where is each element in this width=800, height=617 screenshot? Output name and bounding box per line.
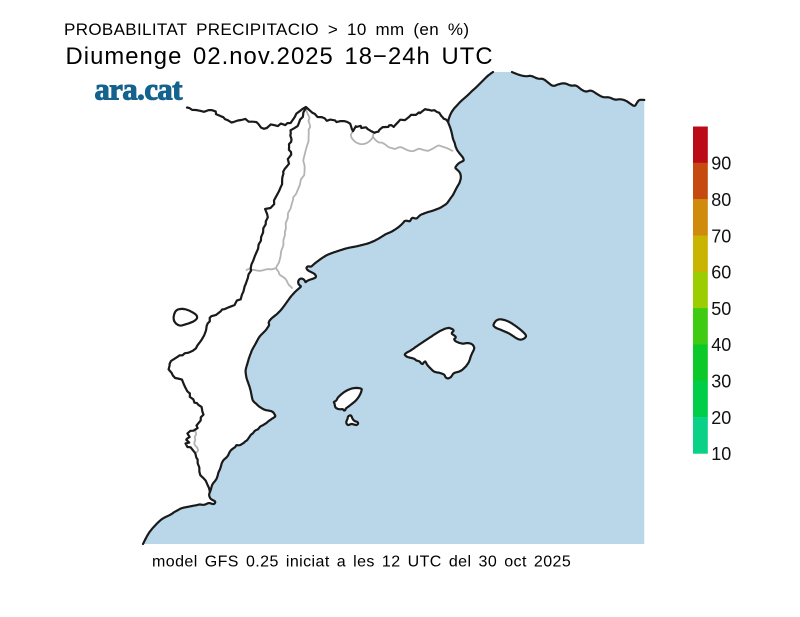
svg-text:10: 10: [711, 444, 731, 464]
svg-text:30: 30: [711, 372, 731, 392]
svg-text:50: 50: [711, 299, 731, 319]
svg-text:80: 80: [711, 190, 731, 210]
svg-text:70: 70: [711, 226, 731, 246]
svg-text:PROBABILITAT PRECIPITACIO > 10: PROBABILITAT PRECIPITACIO > 10 mm (en %): [64, 20, 469, 39]
svg-text:40: 40: [711, 335, 731, 355]
svg-text:20: 20: [711, 408, 731, 428]
svg-text:60: 60: [711, 263, 731, 283]
svg-text:model GFS 0.25 iniciat a les 1: model GFS 0.25 iniciat a les 12 UTC del …: [152, 554, 571, 571]
svg-text:ara.cat: ara.cat: [95, 73, 184, 107]
svg-text:Diumenge 02.nov.2025 18−24h: Diumenge 02.nov.2025 18−24h UTC: [66, 43, 494, 70]
svg-text:90: 90: [711, 154, 731, 174]
